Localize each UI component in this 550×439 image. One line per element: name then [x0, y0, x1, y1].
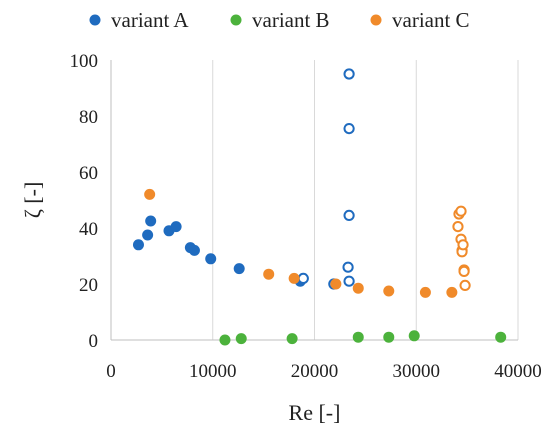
- y-axis-label: ζ [-]: [20, 182, 45, 219]
- tick-labels: 0 10000 20000 30000 40000 0 20 40 60 80 100: [70, 51, 542, 382]
- series-2-point-3: [352, 331, 364, 343]
- series-1-point-6: [188, 244, 200, 256]
- series-3-point-5: [383, 285, 395, 297]
- series-1-point-8: [233, 263, 245, 275]
- series-1-point-14: [343, 209, 355, 221]
- series-3-point-6: [419, 286, 431, 298]
- x-tick-label-2: 20000: [291, 361, 339, 382]
- y-tick-label-0: 0: [89, 331, 99, 352]
- series-1-point-0: [132, 239, 144, 251]
- series-3: [144, 188, 471, 298]
- series-1-point-16: [343, 68, 355, 80]
- series-1-point-2: [145, 215, 157, 227]
- legend-label-2: variant B: [252, 8, 330, 32]
- series-3-point-7: [446, 286, 458, 298]
- y-tick-label-5: 100: [70, 51, 99, 72]
- series-2-point-4: [383, 331, 395, 343]
- series-3-point-0: [144, 188, 156, 200]
- series-2: [219, 330, 507, 346]
- series-1: [132, 68, 355, 290]
- x-tick-label-0: 0: [106, 361, 116, 382]
- series-1-point-15: [343, 123, 355, 135]
- legend-marker-3: [370, 14, 382, 26]
- series-1-point-12: [342, 261, 354, 273]
- series-3-point-17: [459, 279, 471, 291]
- legend-label-1: variant A: [111, 8, 189, 32]
- legend-marker-1: [89, 14, 101, 26]
- series-2-point-6: [495, 331, 507, 343]
- legend-marker-2: [230, 14, 242, 26]
- series-2-point-5: [408, 330, 420, 342]
- series-3-point-10: [455, 205, 467, 217]
- legend-label-3: variant C: [392, 8, 470, 32]
- x-tick-label-1: 10000: [189, 361, 237, 382]
- y-tick-label-2: 40: [79, 219, 98, 240]
- series-2-point-1: [235, 333, 247, 345]
- gridlines: [212, 60, 519, 340]
- y-tick-label-1: 20: [79, 275, 98, 296]
- series-3-point-1: [263, 268, 275, 280]
- x-tick-label-4: 40000: [494, 361, 542, 382]
- legend: variant A variant B variant C: [89, 8, 470, 32]
- series-1-point-7: [205, 253, 217, 265]
- series-2-point-2: [286, 333, 298, 345]
- series-3-point-3: [330, 278, 342, 290]
- axes: [110, 60, 518, 341]
- series-3-point-8: [452, 221, 464, 233]
- series-3-point-4: [352, 282, 364, 294]
- series-2-point-0: [219, 334, 231, 346]
- series-3-point-14: [457, 239, 469, 251]
- series-3-point-2: [288, 272, 300, 284]
- data-points: [132, 68, 507, 346]
- y-tick-label-4: 80: [79, 107, 98, 128]
- series-1-point-13: [343, 275, 355, 287]
- x-tick-label-3: 30000: [393, 361, 441, 382]
- y-tick-label-3: 60: [79, 163, 98, 184]
- x-axis-label: Re [-]: [289, 400, 341, 425]
- series-1-point-10: [297, 272, 309, 284]
- series-1-point-4: [170, 221, 182, 233]
- series-1-point-1: [142, 229, 154, 241]
- series-3-point-16: [458, 265, 470, 277]
